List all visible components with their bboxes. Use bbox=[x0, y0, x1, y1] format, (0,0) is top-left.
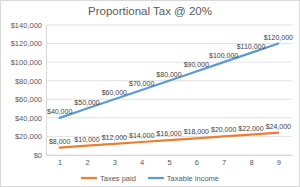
y-axis: $0 $20,000 $40,000 $60,000 $80,000 $100,000 $1… bbox=[11, 21, 47, 160]
y-tick: $100,000 bbox=[11, 58, 46, 67]
y-tick: $20,000 bbox=[15, 132, 46, 141]
data-label: $40,000 bbox=[47, 108, 72, 115]
plot-area bbox=[60, 44, 279, 148]
x-tick-label: 3 bbox=[113, 158, 117, 167]
title: Proportional Tax @ 20% bbox=[88, 5, 212, 17]
data-label: $90,000 bbox=[184, 61, 209, 68]
y-tick-label: $20,000 bbox=[15, 132, 42, 141]
data-label: $100,000 bbox=[209, 52, 238, 59]
y-tick-label: $100,000 bbox=[11, 58, 42, 67]
x-tick: 3 bbox=[113, 158, 117, 167]
x-tick: 2 bbox=[85, 158, 89, 167]
legend: Taxes paid Taxable income bbox=[81, 174, 219, 183]
y-tick: $40,000 bbox=[15, 114, 46, 123]
data-label: $50,000 bbox=[74, 99, 99, 106]
y-tick-label: $120,000 bbox=[11, 39, 42, 48]
data-label: $20,000 bbox=[211, 126, 236, 133]
chart-frame bbox=[1, 1, 300, 187]
data-label: $24,000 bbox=[266, 123, 291, 130]
x-tick: 5 bbox=[167, 158, 171, 167]
y-tick-label: $140,000 bbox=[11, 21, 42, 30]
x-axis: 1 2 3 4 5 6 7 8 9 bbox=[47, 156, 293, 168]
grid-line bbox=[46, 155, 292, 156]
data-label: $8,000 bbox=[49, 138, 71, 145]
legend-label: Taxable income bbox=[167, 174, 219, 183]
data-label: $22,000 bbox=[238, 125, 263, 132]
x-tick-label: 1 bbox=[58, 158, 62, 167]
data-label: $14,000 bbox=[129, 132, 154, 139]
legend-item: Taxes paid bbox=[81, 174, 136, 183]
y-axis-line bbox=[46, 26, 47, 156]
x-tick: 9 bbox=[277, 158, 281, 167]
x-tick-label: 9 bbox=[277, 158, 281, 167]
data-label: $18,000 bbox=[184, 128, 209, 135]
data-label: $110,000 bbox=[237, 43, 266, 50]
y-tick: $120,000 bbox=[11, 39, 46, 48]
data-label: $60,000 bbox=[102, 89, 127, 96]
data-labels: $8,000$10,000$12,000$14,000$16,000$18,00… bbox=[47, 34, 293, 145]
series-line bbox=[60, 44, 279, 118]
y-tick-label: $60,000 bbox=[15, 95, 42, 104]
y-tick: $80,000 bbox=[15, 77, 46, 86]
y-tick: $140,000 bbox=[11, 21, 46, 30]
data-label: $16,000 bbox=[156, 130, 181, 137]
x-tick-label: 6 bbox=[195, 158, 199, 167]
legend-swatch bbox=[81, 177, 97, 179]
x-tick-label: 2 bbox=[85, 158, 89, 167]
data-label: $120,000 bbox=[264, 34, 293, 41]
x-tick: 7 bbox=[222, 158, 226, 167]
data-label: $10,000 bbox=[74, 136, 99, 143]
grid bbox=[46, 25, 292, 155]
data-label: $12,000 bbox=[102, 134, 127, 141]
grid-line bbox=[46, 62, 292, 63]
x-tick-label: 5 bbox=[167, 158, 171, 167]
x-tick: 8 bbox=[249, 158, 253, 167]
legend-item: Taxable income bbox=[148, 174, 219, 183]
x-axis-line bbox=[47, 155, 293, 156]
y-tick: $60,000 bbox=[15, 95, 46, 104]
legend-swatch bbox=[148, 177, 164, 179]
x-tick: 4 bbox=[140, 158, 144, 167]
y-tick-label: $0 bbox=[34, 151, 42, 160]
legend-label: Taxes paid bbox=[100, 174, 136, 183]
x-tick: 6 bbox=[195, 158, 199, 167]
y-tick-label: $80,000 bbox=[15, 77, 42, 86]
grid-line bbox=[46, 25, 292, 26]
chart: Proportional Tax @ 20% $0 $20,000 $40,000 $6… bbox=[0, 0, 300, 187]
y-tick: $0 bbox=[34, 151, 46, 160]
grid-line bbox=[46, 117, 292, 118]
data-label: $70,000 bbox=[129, 80, 154, 87]
x-tick: 1 bbox=[58, 158, 62, 167]
y-tick-label: $40,000 bbox=[15, 114, 42, 123]
data-label: $80,000 bbox=[156, 71, 181, 78]
x-tick-label: 4 bbox=[140, 158, 144, 167]
x-tick-label: 7 bbox=[222, 158, 226, 167]
x-tick-label: 8 bbox=[249, 158, 253, 167]
